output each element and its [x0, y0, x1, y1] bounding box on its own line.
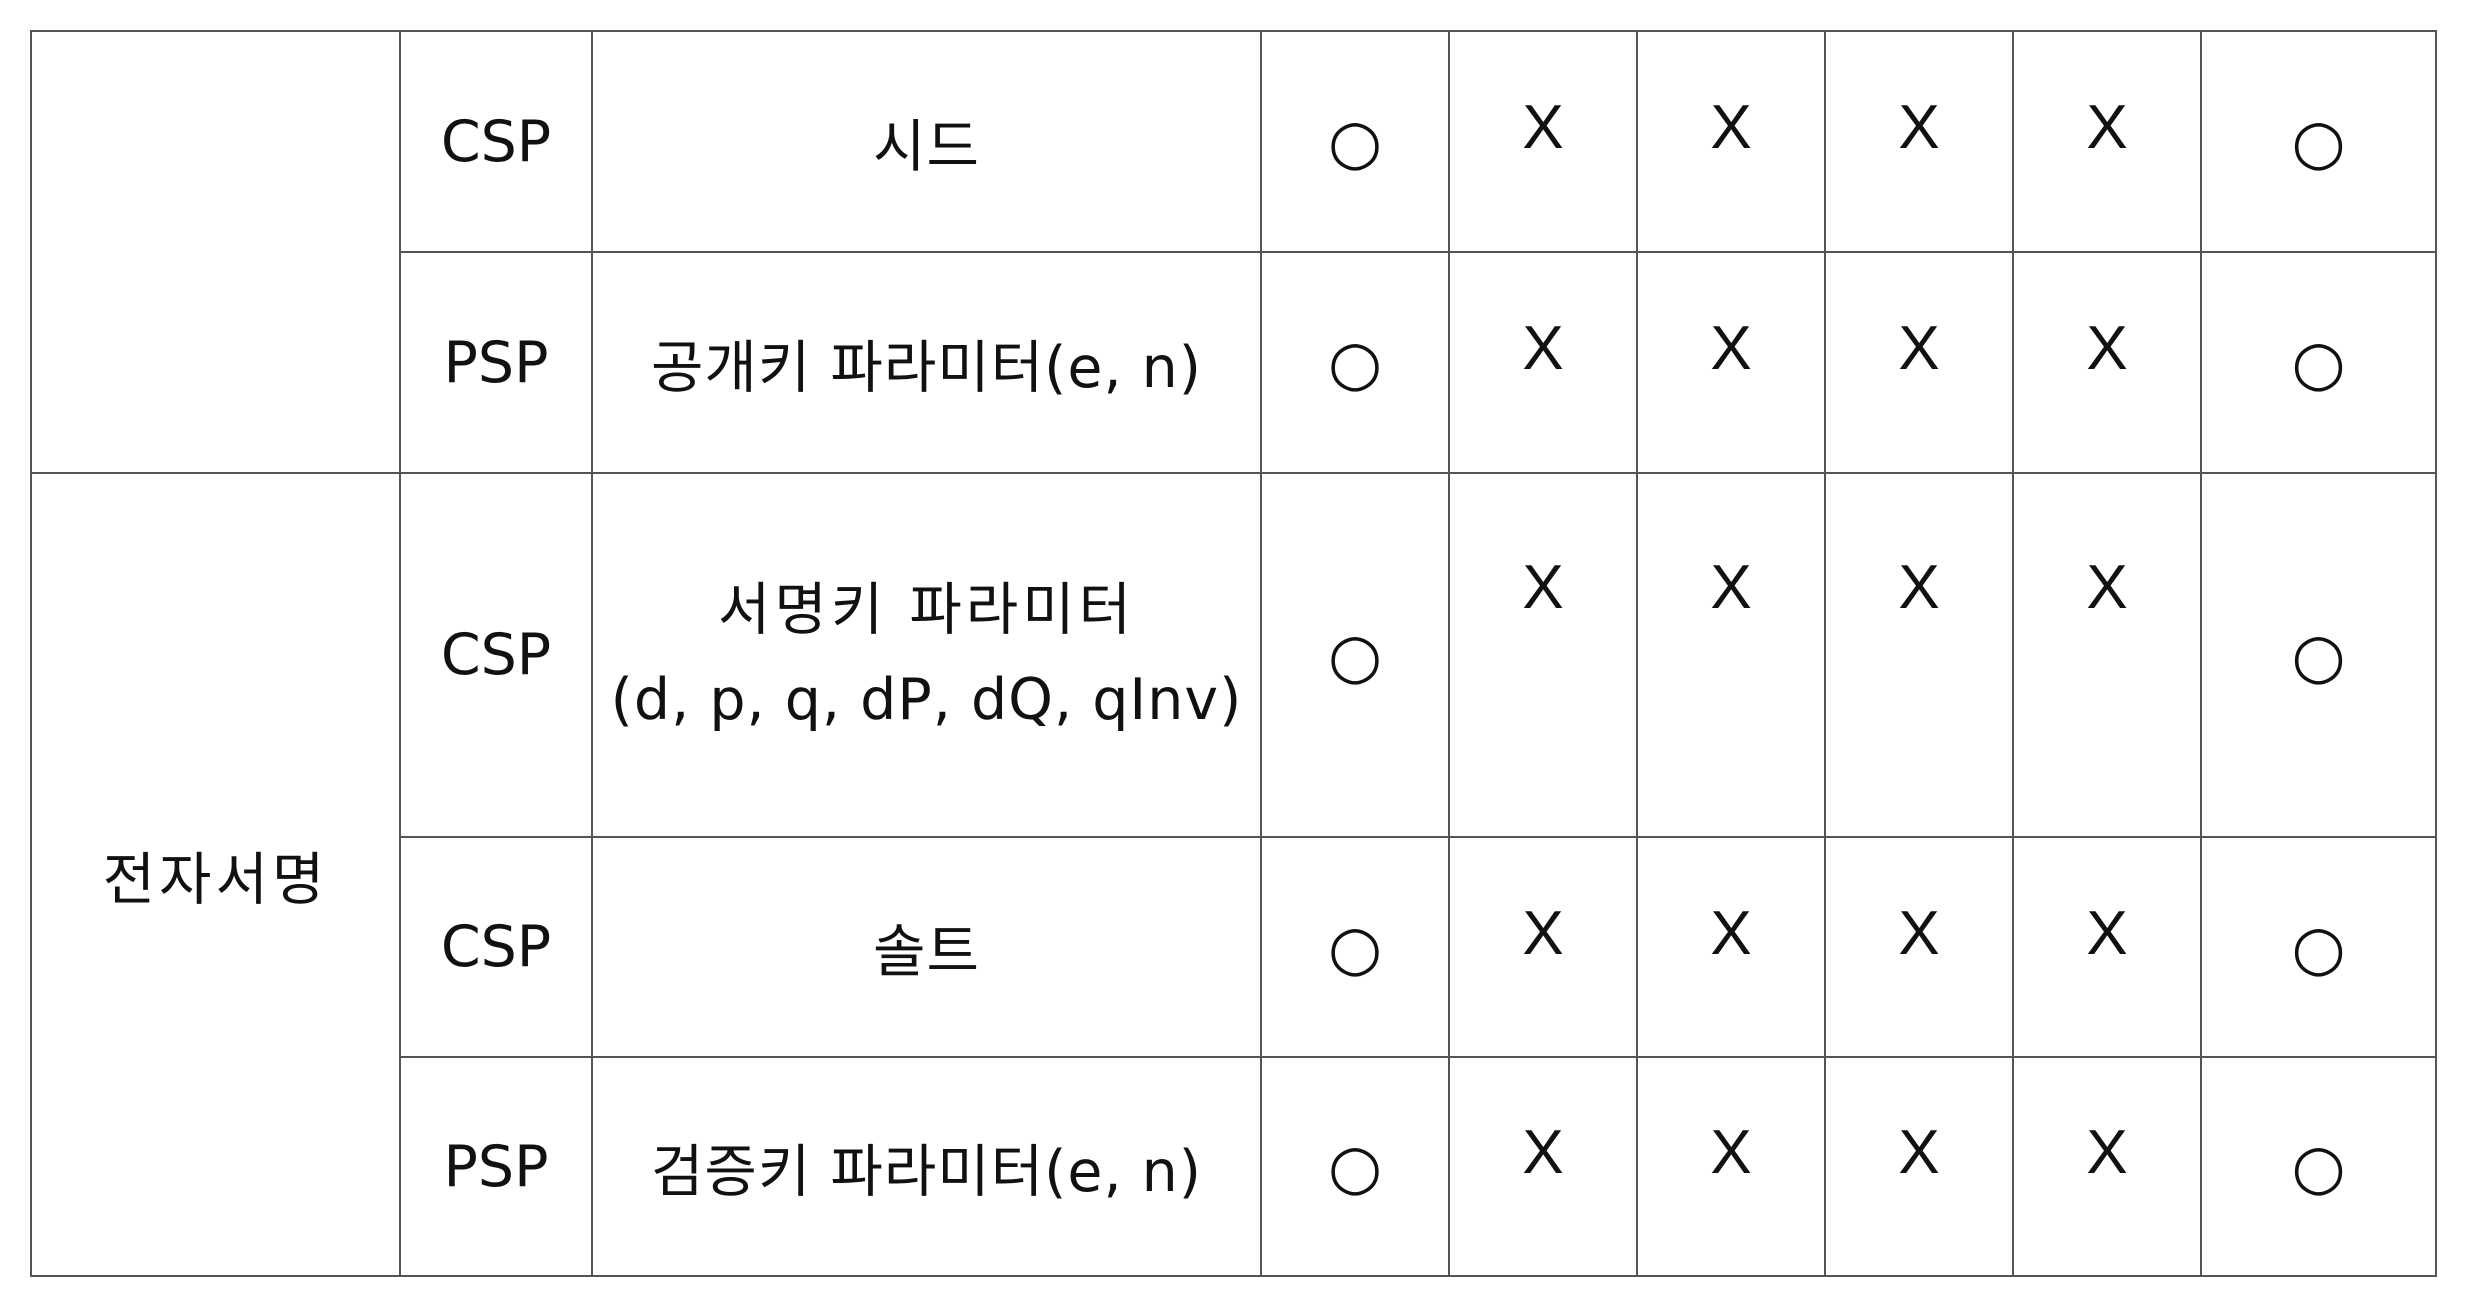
- mark-cell: ○: [1260, 472, 1450, 838]
- mark-cell: X: [2012, 836, 2202, 1058]
- x-mark: X: [1898, 1118, 1940, 1187]
- item-cell: 검증키 파라미터(e, n): [591, 1056, 1262, 1277]
- circle-mark: ○: [2291, 618, 2346, 692]
- x-mark: X: [2086, 1118, 2128, 1187]
- mark-cell: ○: [2200, 251, 2437, 474]
- mark-cell: X: [2012, 1056, 2202, 1277]
- x-mark: X: [1898, 314, 1940, 383]
- mark-cell: X: [1448, 30, 1638, 253]
- circle-mark: ○: [1327, 1130, 1383, 1203]
- table-row: 전자서명 CSP 서명키 파라미터 (d, p, q, dP, dQ, qInv…: [30, 472, 2437, 1277]
- item-cell: 시드: [591, 30, 1262, 253]
- role-cell: PSP: [399, 1056, 593, 1277]
- x-mark: X: [1898, 553, 1940, 622]
- mark-cell: X: [1824, 836, 2014, 1058]
- mark-cell: X: [2012, 251, 2202, 474]
- key-protection-table: CSP 시드 ○ X X X X ○ PSP 공개키 파라미터(e, n) ○ …: [30, 30, 2437, 1277]
- mark-cell: X: [1636, 472, 1826, 838]
- mark-cell: X: [2012, 472, 2202, 838]
- item-line: (d, p, q, dP, dQ, qInv): [610, 667, 1243, 733]
- mark-cell: ○: [2200, 1056, 2437, 1277]
- group-cell: [30, 30, 401, 474]
- mark-cell: X: [1636, 251, 1826, 474]
- mark-cell: X: [1448, 836, 1638, 1058]
- x-mark: X: [2086, 314, 2128, 383]
- mark-cell: X: [1824, 472, 2014, 838]
- mark-cell: X: [1636, 836, 1826, 1058]
- x-mark: X: [1522, 898, 1564, 968]
- mark-cell: X: [2012, 30, 2202, 253]
- circle-mark: ○: [2291, 910, 2346, 984]
- mark-cell: ○: [2200, 30, 2437, 253]
- table-row: PSP 검증키 파라미터(e, n) ○ X X X X ○: [31, 1056, 2437, 1277]
- x-mark: X: [1710, 1118, 1752, 1187]
- table-row: CSP 시드 ○ X X X X ○: [30, 30, 2437, 474]
- role-cell: CSP: [399, 30, 593, 253]
- x-mark: X: [1898, 93, 1940, 162]
- item-label: 검증키 파라미터(e, n): [650, 1138, 1203, 1205]
- role-label: CSP: [440, 108, 552, 175]
- mark-cell: X: [1824, 251, 2014, 474]
- mark-cell: X: [1448, 1056, 1638, 1277]
- circle-mark: ○: [1327, 326, 1383, 399]
- x-mark: X: [1522, 1118, 1564, 1187]
- mark-cell: ○: [1260, 251, 1450, 474]
- role-cell: PSP: [399, 251, 593, 474]
- role-label: CSP: [440, 622, 552, 688]
- role-label: CSP: [440, 914, 552, 980]
- item-cell: 솔트: [591, 836, 1262, 1058]
- role-cell: CSP: [399, 836, 593, 1058]
- x-mark: X: [1710, 898, 1752, 968]
- x-mark: X: [2086, 898, 2128, 968]
- item-line: 서명키 파라미터: [717, 577, 1136, 643]
- group-label: 전자서명: [102, 846, 329, 913]
- x-mark: X: [2086, 553, 2128, 622]
- item-label: 솔트: [873, 919, 980, 985]
- item-label: 서명키 파라미터 (d, p, q, dP, dQ, qInv): [611, 565, 1243, 745]
- mark-cell: X: [1448, 472, 1638, 838]
- circle-mark: ○: [1327, 618, 1383, 692]
- x-mark: X: [1710, 93, 1752, 162]
- group-cell: 전자서명: [30, 472, 401, 1277]
- mark-cell: X: [1636, 1056, 1826, 1277]
- mark-cell: ○: [2200, 472, 2437, 838]
- mark-cell: X: [1636, 30, 1826, 253]
- circle-mark: ○: [1327, 910, 1383, 984]
- x-mark: X: [1522, 93, 1564, 162]
- item-label: 시드: [873, 113, 980, 180]
- role-label: PSP: [443, 1133, 549, 1200]
- mark-cell: X: [1448, 251, 1638, 474]
- mark-cell: X: [1824, 1056, 2014, 1277]
- circle-mark: ○: [2291, 105, 2346, 178]
- x-mark: X: [1710, 553, 1752, 622]
- mark-cell: X: [1824, 30, 2014, 253]
- item-cell: 서명키 파라미터 (d, p, q, dP, dQ, qInv): [591, 472, 1262, 838]
- role-cell: CSP: [399, 472, 593, 838]
- x-mark: X: [1522, 553, 1564, 622]
- circle-mark: ○: [1327, 105, 1383, 178]
- circle-mark: ○: [2291, 326, 2346, 399]
- mark-cell: ○: [1260, 836, 1450, 1058]
- item-cell: 공개키 파라미터(e, n): [591, 251, 1262, 474]
- mark-cell: ○: [1260, 1056, 1450, 1277]
- role-label: PSP: [443, 329, 549, 396]
- item-label: 공개키 파라미터(e, n): [650, 334, 1203, 401]
- table-row: CSP 솔트 ○ X X X X ○: [31, 836, 2437, 1058]
- x-mark: X: [1710, 314, 1752, 383]
- circle-mark: ○: [2291, 1130, 2346, 1203]
- x-mark: X: [2086, 93, 2128, 162]
- x-mark: X: [1898, 898, 1940, 968]
- mark-cell: ○: [2200, 836, 2437, 1058]
- mark-cell: ○: [1260, 30, 1450, 253]
- x-mark: X: [1522, 314, 1564, 383]
- table-row: PSP 공개키 파라미터(e, n) ○ X X X X ○: [31, 251, 2437, 474]
